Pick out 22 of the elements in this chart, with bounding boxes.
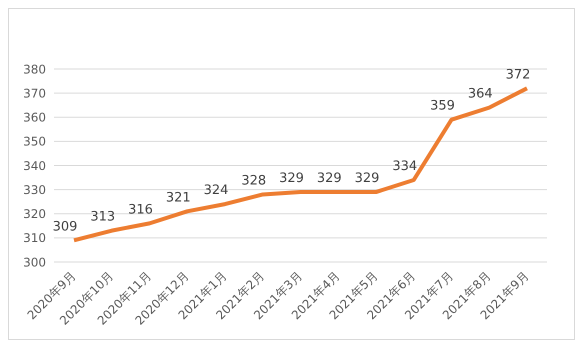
- data-label: 313: [90, 210, 116, 225]
- data-label: 316: [128, 202, 153, 218]
- y-tick-label: 350: [23, 134, 46, 149]
- y-tick-label: 360: [23, 110, 46, 125]
- data-label: 364: [468, 86, 493, 102]
- data-label: 359: [430, 98, 455, 114]
- y-tick-label: 370: [23, 86, 46, 100]
- y-tick-label: 310: [23, 231, 46, 246]
- y-tick-label: 320: [23, 207, 46, 222]
- y-tick-label: 330: [23, 182, 46, 197]
- data-label: 329: [354, 171, 380, 186]
- data-label: 309: [52, 219, 78, 234]
- y-tick-label: 300: [23, 255, 46, 270]
- y-tick-label: 380: [23, 62, 46, 76]
- data-label: 372: [506, 67, 530, 82]
- data-label: 334: [392, 158, 418, 174]
- data-label: 324: [204, 183, 228, 198]
- data-label: 329: [316, 171, 342, 186]
- data-label: 328: [241, 173, 266, 188]
- data-label: 329: [279, 171, 304, 186]
- data-label: 321: [166, 190, 191, 206]
- y-tick-label: 340: [23, 158, 46, 173]
